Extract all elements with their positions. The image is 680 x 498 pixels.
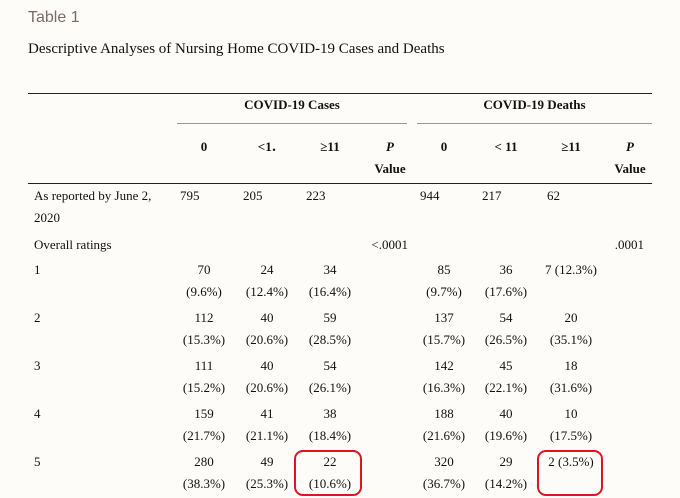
col-header-deaths-1: < 11 [494, 139, 518, 154]
deaths-count-cell: 45 [499, 358, 513, 373]
col-header-deaths-p: P [626, 139, 634, 154]
cases-percent-cell: (38.3%) [182, 476, 226, 491]
deaths-percent-cell: (15.7%) [422, 332, 466, 347]
cases-count-cell: 223 [306, 188, 326, 203]
cases-count-cell: 40 [260, 358, 274, 373]
deaths-count-cell: 18 [564, 358, 578, 373]
deaths-count-cell: 85 [437, 262, 451, 277]
cases-count-cell: 280 [194, 454, 214, 469]
cases-percent-cell: (15.2%) [182, 380, 226, 395]
col-header-deaths-2: ≥11 [561, 139, 581, 154]
cases-count-cell: 40 [260, 310, 274, 325]
row-label: As reported by June 2, 2020 [34, 188, 152, 225]
deaths-percent-cell: (9.7%) [426, 284, 462, 299]
deaths-percent-cell: (17.5%) [549, 428, 593, 443]
deaths-count-cell: 142 [434, 358, 454, 373]
cases-count-cell: 795 [180, 188, 200, 203]
cases-count-cell: 38 [323, 406, 337, 421]
p-value-cases: <.0001 [371, 237, 408, 252]
deaths-count-cell: 137 [434, 310, 454, 325]
cases-percent-cell: (28.5%) [308, 332, 352, 347]
cases-count-cell: 34 [323, 262, 337, 277]
deaths-count-cell: 20 [564, 310, 578, 325]
cases-percent-cell: (20.6%) [245, 332, 289, 347]
deaths-percent-cell: (36.7%) [422, 476, 466, 491]
cases-count-cell: 70 [197, 262, 211, 277]
deaths-percent-cell: (31.6%) [549, 380, 593, 395]
deaths-percent-cell: (16.3%) [422, 380, 466, 395]
deaths-percent-cell: (21.6%) [422, 428, 466, 443]
cases-percent-cell: (9.6%) [186, 284, 222, 299]
deaths-group-header: COVID-19 Deaths [483, 97, 586, 112]
highlight-box-cases-5 [294, 450, 362, 496]
row-label: 3 [34, 358, 41, 373]
deaths-count-cell: 10 [564, 406, 578, 421]
cases-count-cell: 24 [260, 262, 274, 277]
deaths-count-cell: 7 (12.3%) [545, 262, 597, 277]
cases-count-cell: 112 [194, 310, 214, 325]
cases-percent-cell: (21.1%) [245, 428, 289, 443]
top-rule [28, 93, 652, 94]
deaths-count-cell: 320 [434, 454, 454, 469]
table-title: Descriptive Analyses of Nursing Home COV… [28, 41, 445, 57]
cases-count-cell: 54 [323, 358, 337, 373]
cases-percent-cell: (16.4%) [308, 284, 352, 299]
row-label: 4 [34, 406, 41, 421]
deaths-count-cell: 36 [499, 262, 513, 277]
deaths-count-cell: 944 [420, 188, 440, 203]
deaths-count-cell: 62 [547, 188, 560, 203]
cases-count-cell: 49 [260, 454, 274, 469]
deaths-group-rule [417, 123, 652, 124]
cases-group-header: COVID-19 Cases [244, 97, 340, 112]
col-header-cases-2: ≥11 [320, 139, 340, 154]
cases-count-cell: 111 [194, 358, 214, 373]
cases-count-cell: 59 [323, 310, 337, 325]
cases-percent-cell: (26.1%) [308, 380, 352, 395]
cases-percent-cell: (18.4%) [308, 428, 352, 443]
deaths-percent-cell: (17.6%) [484, 284, 528, 299]
col-header-cases-0: 0 [200, 139, 208, 154]
cases-percent-cell: (10.6%) [308, 476, 352, 491]
cases-count-cell: 205 [243, 188, 263, 203]
row-label: 1 [34, 262, 41, 277]
col-header-cases-p-value: Value [374, 161, 406, 176]
col-header-cases-p: P [386, 139, 394, 154]
header-bottom-rule [28, 183, 652, 184]
deaths-percent-cell: (35.1%) [549, 332, 593, 347]
deaths-count-cell: 40 [499, 406, 513, 421]
cases-group-rule [177, 123, 407, 124]
deaths-count-cell: 2 (3.5%) [548, 454, 594, 469]
deaths-count-cell: 188 [434, 406, 454, 421]
highlight-box-deaths-5 [537, 450, 603, 496]
deaths-percent-cell: (22.1%) [484, 380, 528, 395]
deaths-percent-cell: (14.2%) [484, 476, 528, 491]
col-header-deaths-0: 0 [440, 139, 448, 154]
deaths-count-cell: 29 [499, 454, 513, 469]
cases-count-cell: 159 [194, 406, 214, 421]
row-label: 5 [34, 454, 41, 469]
deaths-count-cell: 54 [499, 310, 513, 325]
cases-percent-cell: (12.4%) [245, 284, 289, 299]
cases-count-cell: 22 [323, 454, 337, 469]
cases-percent-cell: (20.6%) [245, 380, 289, 395]
table-number-label: Table 1 [28, 9, 80, 26]
row-label: 2 [34, 310, 41, 325]
cases-percent-cell: (25.3%) [245, 476, 289, 491]
cases-percent-cell: (15.3%) [182, 332, 226, 347]
row-label: Overall ratings [34, 237, 112, 252]
p-value-deaths: .0001 [614, 237, 644, 252]
deaths-percent-cell: (26.5%) [484, 332, 528, 347]
cases-percent-cell: (21.7%) [182, 428, 226, 443]
deaths-percent-cell: (19.6%) [484, 428, 528, 443]
col-header-cases-1: <1․ [257, 139, 277, 154]
deaths-count-cell: 217 [482, 188, 502, 203]
col-header-deaths-p-value: Value [614, 161, 646, 176]
cases-count-cell: 41 [260, 406, 274, 421]
